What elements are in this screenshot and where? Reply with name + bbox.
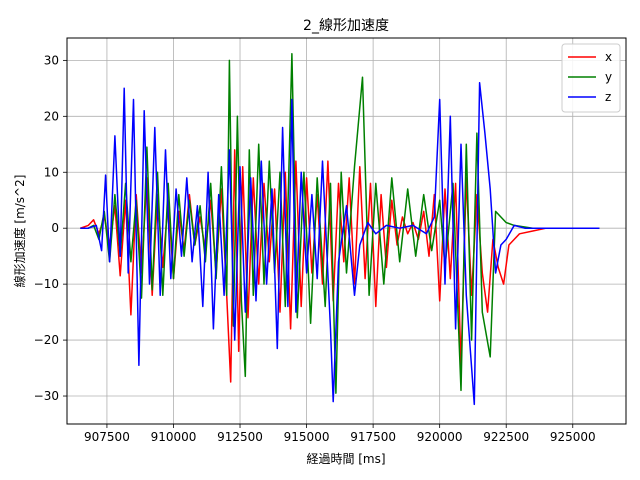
x-tick-label: 925000 xyxy=(550,430,596,444)
legend-box xyxy=(561,43,621,113)
y-tick-label: 30 xyxy=(44,53,59,67)
legend-label-x: x xyxy=(605,50,612,64)
legend: x y z xyxy=(561,43,621,113)
y-tick-label: −30 xyxy=(34,389,59,403)
legend-label-y: y xyxy=(605,70,612,84)
legend-label-z: z xyxy=(605,90,611,104)
axis-ticks: 907500 910000 912500 915000 917500 920000 9225… xyxy=(34,53,596,444)
x-tick-label: 917500 xyxy=(350,430,396,444)
y-axis-label: 線形加速度 [m/s^2] xyxy=(12,175,27,288)
x-tick-label: 907500 xyxy=(84,430,130,444)
series-lines xyxy=(80,52,600,406)
x-tick-label: 920000 xyxy=(417,430,463,444)
x-tick-label: 912500 xyxy=(217,430,263,444)
y-tick-label: 10 xyxy=(44,165,59,179)
chart-title: 2_線形加速度 xyxy=(303,18,389,34)
series-line-z xyxy=(80,82,600,406)
series-line-y xyxy=(80,52,600,394)
y-tick-label: 0 xyxy=(51,221,59,235)
plot-frame xyxy=(66,37,627,425)
y-tick-label: −20 xyxy=(34,333,59,347)
y-tick-label: 20 xyxy=(44,109,59,123)
x-axis-label: 経過時間 [ms] xyxy=(306,452,385,466)
x-tick-label: 922500 xyxy=(483,430,529,444)
x-tick-label: 915000 xyxy=(284,430,330,444)
x-tick-label: 910000 xyxy=(151,430,197,444)
y-tick-label: −10 xyxy=(34,277,59,291)
